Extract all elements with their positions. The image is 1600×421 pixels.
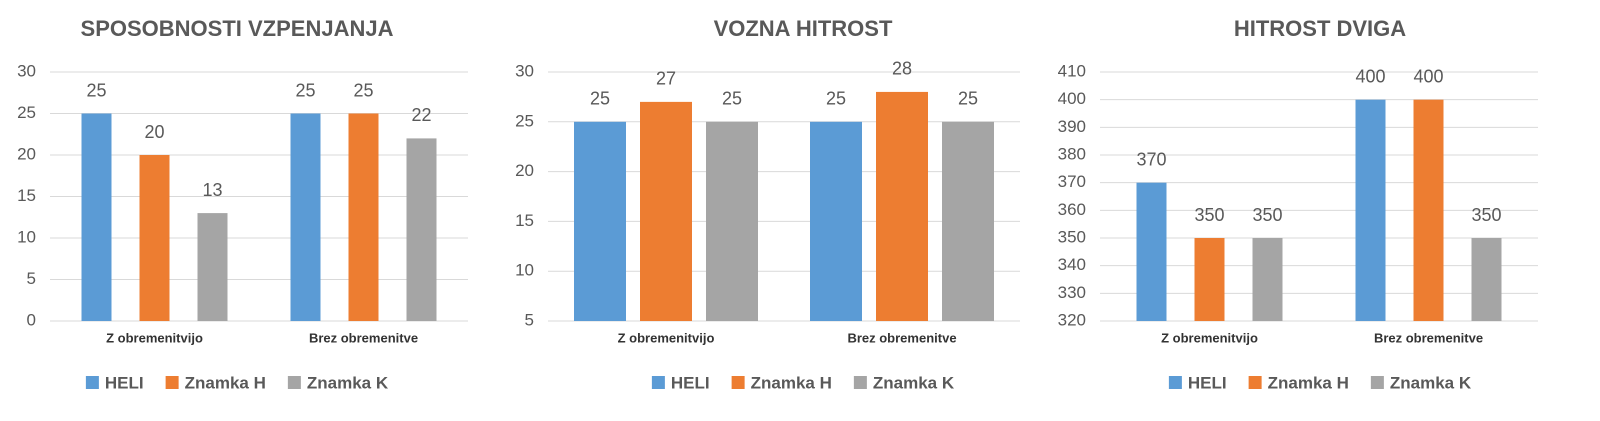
bar xyxy=(810,121,862,321)
data-label: 28 xyxy=(892,59,912,79)
bar xyxy=(1194,238,1225,321)
y-tick-label: 380 xyxy=(1058,144,1086,163)
y-tick-label: 360 xyxy=(1058,200,1086,219)
legend-label: Znamka H xyxy=(751,373,832,392)
x-tick-label: Z obremenitvijo xyxy=(1161,330,1258,345)
data-label: 25 xyxy=(353,80,373,100)
data-label: 25 xyxy=(86,80,106,100)
y-tick-label: 15 xyxy=(515,211,534,230)
y-tick-label: 340 xyxy=(1058,255,1086,274)
chart-title: HITROST DVIGA xyxy=(1234,16,1406,41)
y-tick-label: 30 xyxy=(515,61,534,80)
x-tick-label: Brez obremenitve xyxy=(1374,330,1483,345)
bar xyxy=(706,121,758,321)
bar xyxy=(197,213,228,321)
bar xyxy=(574,121,626,321)
data-label: 25 xyxy=(826,89,846,109)
y-tick-label: 20 xyxy=(17,144,36,163)
legend-swatch xyxy=(1370,376,1384,389)
data-label: 25 xyxy=(958,89,978,109)
bar xyxy=(1252,238,1283,321)
data-label: 350 xyxy=(1252,205,1282,225)
bar xyxy=(406,138,437,321)
y-tick-label: 10 xyxy=(515,261,534,280)
chart-title: VOZNA HITROST xyxy=(714,16,893,41)
x-tick-label: Z obremenitvijo xyxy=(618,330,715,345)
data-label: 20 xyxy=(144,122,164,142)
bar xyxy=(1413,99,1444,322)
y-tick-label: 410 xyxy=(1058,61,1086,80)
legend-swatch xyxy=(165,376,179,389)
legend-swatch xyxy=(853,376,867,389)
y-tick-label: 330 xyxy=(1058,283,1086,302)
bar xyxy=(876,91,928,321)
data-label: 25 xyxy=(590,89,610,109)
y-tick-label: 5 xyxy=(525,310,534,329)
legend-label: Znamka K xyxy=(307,373,389,392)
bar xyxy=(640,101,692,321)
data-label: 350 xyxy=(1194,205,1224,225)
bar xyxy=(139,155,170,321)
legend-label: Znamka K xyxy=(1390,373,1472,392)
legend-label: HELI xyxy=(1188,373,1227,392)
bar xyxy=(81,113,112,321)
legend-label: HELI xyxy=(671,373,710,392)
y-tick-label: 25 xyxy=(17,103,36,122)
data-label: 370 xyxy=(1136,149,1166,169)
legend-swatch xyxy=(1248,376,1262,389)
y-tick-label: 15 xyxy=(17,186,36,205)
data-label: 13 xyxy=(202,180,222,200)
legend-swatch xyxy=(85,376,99,389)
bar xyxy=(1355,99,1386,322)
y-tick-label: 0 xyxy=(27,310,36,329)
data-label: 25 xyxy=(722,89,742,109)
y-tick-label: 5 xyxy=(27,269,36,288)
bar xyxy=(1471,238,1502,321)
y-tick-label: 30 xyxy=(17,61,36,80)
x-tick-label: Z obremenitvijo xyxy=(106,330,203,345)
data-label: 400 xyxy=(1413,66,1443,86)
legend-label: Znamka K xyxy=(873,373,955,392)
y-tick-label: 390 xyxy=(1058,117,1086,136)
y-tick-label: 350 xyxy=(1058,227,1086,246)
bar xyxy=(348,113,379,321)
bar xyxy=(290,113,321,321)
y-tick-label: 10 xyxy=(17,227,36,246)
y-tick-label: 370 xyxy=(1058,172,1086,191)
data-label: 25 xyxy=(295,80,315,100)
y-tick-label: 320 xyxy=(1058,310,1086,329)
bar xyxy=(942,121,994,321)
x-tick-label: Brez obremenitve xyxy=(309,330,418,345)
legend-label: Znamka H xyxy=(185,373,266,392)
bar xyxy=(1136,182,1167,321)
chart-title: SPOSOBNOSTI VZPENJANJA xyxy=(81,16,394,41)
data-label: 400 xyxy=(1355,66,1385,86)
legend-swatch xyxy=(287,376,301,389)
y-tick-label: 25 xyxy=(515,111,534,130)
x-tick-label: Brez obremenitve xyxy=(847,330,956,345)
legend-swatch xyxy=(1168,376,1182,389)
data-label: 350 xyxy=(1471,205,1501,225)
data-label: 22 xyxy=(411,105,431,125)
y-tick-label: 20 xyxy=(515,161,534,180)
data-label: 27 xyxy=(656,69,676,89)
legend-swatch xyxy=(651,376,665,389)
legend-label: HELI xyxy=(105,373,144,392)
legend-label: Znamka H xyxy=(1268,373,1349,392)
y-tick-label: 400 xyxy=(1058,89,1086,108)
legend-swatch xyxy=(731,376,745,389)
